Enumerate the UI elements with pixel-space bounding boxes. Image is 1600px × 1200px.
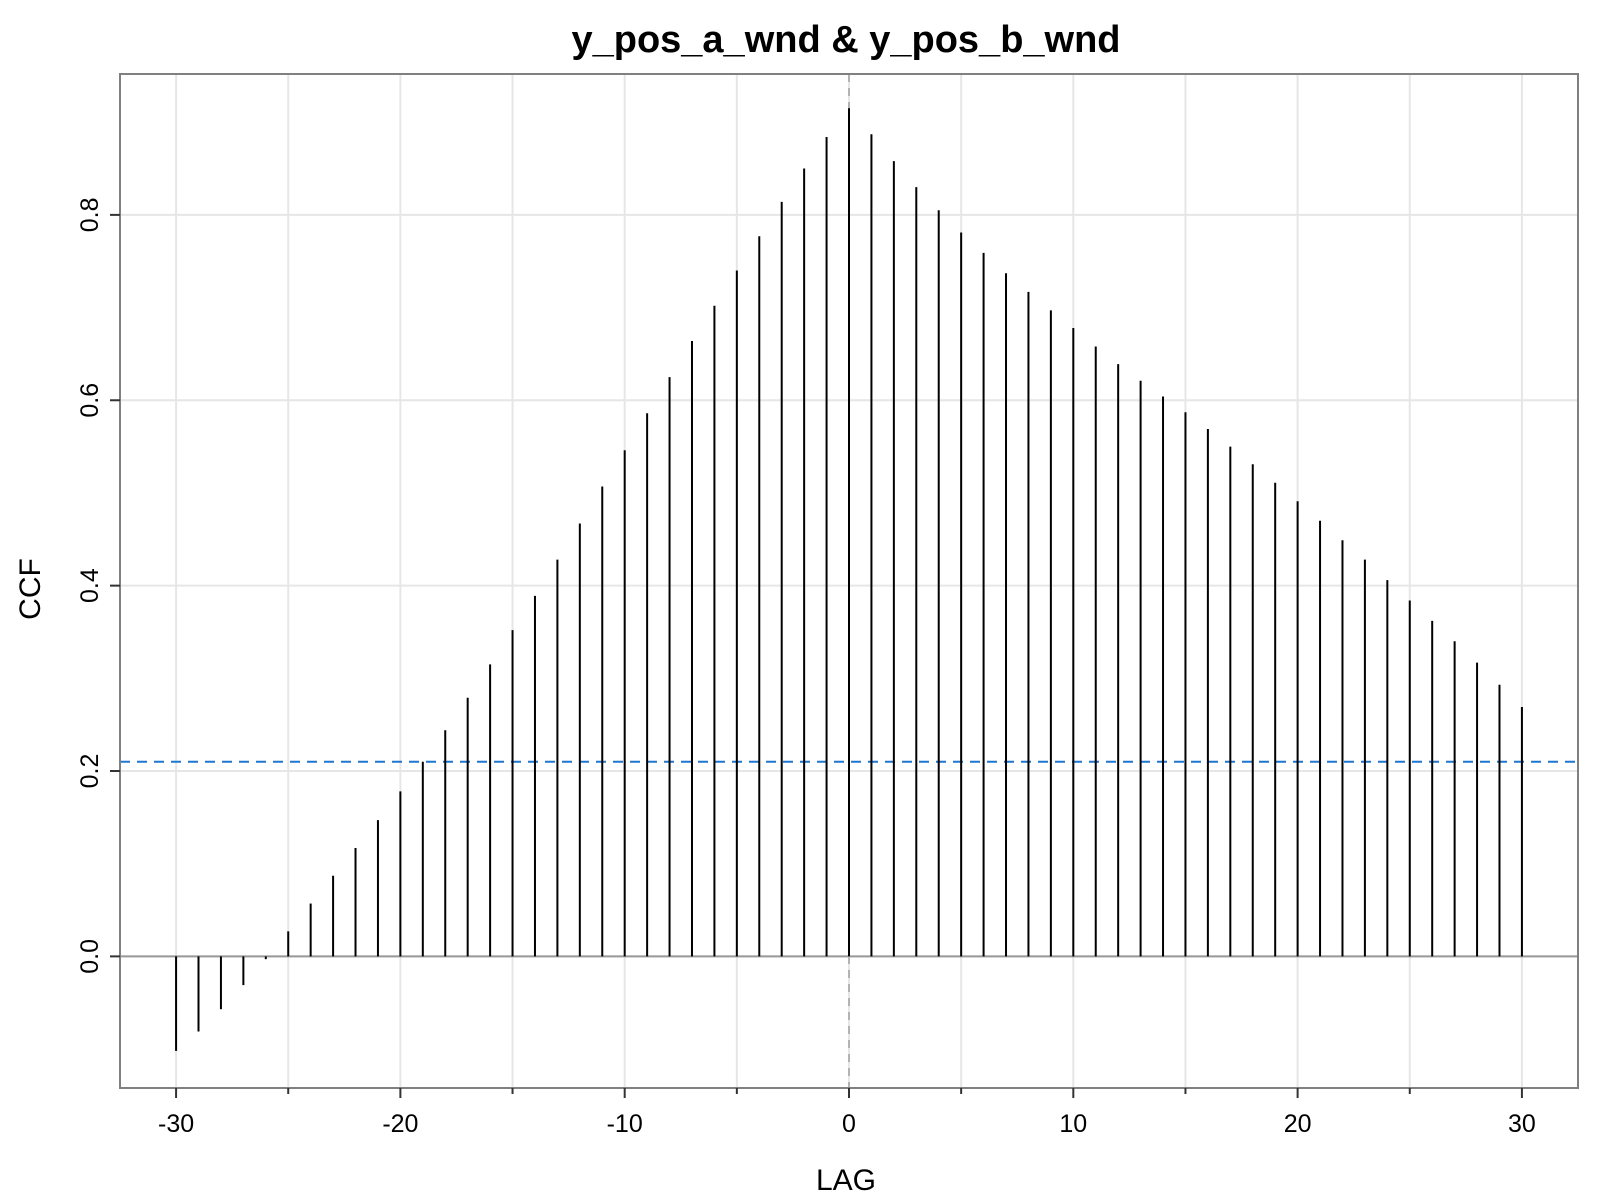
spike-series [175,108,1523,1051]
x-tick-label: -10 [607,1110,643,1138]
y-tick-label: 0.0 [76,939,104,974]
x-tick-label: -30 [158,1110,194,1138]
y-tick-label: 0.4 [76,568,104,603]
y-axis-label: CCF [14,558,47,620]
x-axis-label: LAG [816,1164,876,1197]
y-tick-label: 0.2 [76,754,104,789]
x-tick-label: 0 [842,1110,856,1138]
x-axis-ticks: -30 -20 -10 0 10 20 30 [158,1088,1536,1138]
chart-title: y_pos_a_wnd & y_pos_b_wnd [571,19,1120,61]
x-tick-label: 20 [1284,1110,1312,1138]
x-tick-label: 10 [1059,1110,1087,1138]
x-tick-label: 30 [1508,1110,1536,1138]
y-tick-label: 0.8 [76,198,104,233]
y-axis-ticks: 0.0 0.2 0.4 0.6 0.8 [76,198,120,974]
x-tick-label: -20 [382,1110,418,1138]
y-tick-label: 0.6 [76,383,104,418]
